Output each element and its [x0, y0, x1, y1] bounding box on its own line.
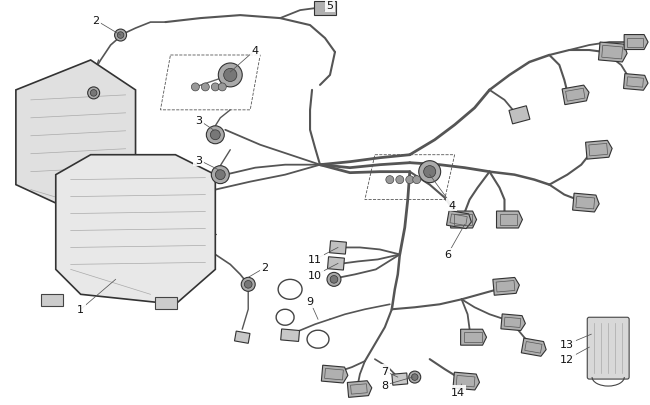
Circle shape	[211, 166, 229, 184]
Text: 5: 5	[326, 1, 333, 11]
Circle shape	[424, 166, 436, 178]
Polygon shape	[16, 61, 136, 215]
Polygon shape	[623, 75, 648, 91]
Polygon shape	[509, 107, 530, 125]
Bar	[155, 298, 177, 309]
Text: 4: 4	[252, 46, 259, 56]
Text: 13: 13	[560, 339, 575, 349]
Circle shape	[191, 84, 200, 92]
Polygon shape	[521, 338, 546, 356]
Text: 9: 9	[307, 296, 313, 307]
Text: 3: 3	[195, 115, 202, 126]
Circle shape	[211, 84, 219, 92]
Circle shape	[244, 281, 252, 288]
Polygon shape	[314, 2, 336, 16]
Circle shape	[117, 33, 124, 39]
Circle shape	[419, 161, 441, 183]
Circle shape	[396, 176, 404, 184]
Text: 11: 11	[308, 255, 322, 265]
Polygon shape	[56, 156, 215, 305]
Circle shape	[218, 84, 226, 92]
Polygon shape	[586, 141, 612, 160]
Text: 12: 12	[560, 354, 575, 364]
Polygon shape	[447, 211, 471, 229]
Text: 3: 3	[195, 155, 202, 165]
Polygon shape	[235, 331, 250, 343]
Circle shape	[327, 273, 341, 287]
Polygon shape	[497, 211, 523, 228]
Circle shape	[202, 84, 209, 92]
Polygon shape	[501, 314, 525, 331]
Text: 1: 1	[77, 305, 84, 315]
Circle shape	[406, 176, 414, 184]
Circle shape	[88, 88, 99, 100]
Polygon shape	[461, 329, 487, 345]
Text: 2: 2	[92, 16, 99, 26]
Circle shape	[206, 126, 224, 145]
Text: 8: 8	[382, 380, 389, 390]
Polygon shape	[453, 372, 480, 390]
Text: 7: 7	[382, 366, 389, 376]
Polygon shape	[321, 365, 348, 383]
Polygon shape	[347, 381, 372, 397]
Circle shape	[411, 374, 418, 380]
Polygon shape	[450, 211, 476, 228]
Polygon shape	[624, 36, 648, 50]
Circle shape	[330, 276, 338, 283]
Polygon shape	[562, 86, 589, 105]
Polygon shape	[599, 43, 627, 63]
Circle shape	[413, 176, 421, 184]
Polygon shape	[392, 373, 408, 385]
Polygon shape	[573, 194, 599, 213]
Circle shape	[211, 130, 220, 141]
Polygon shape	[328, 257, 345, 271]
Circle shape	[241, 278, 255, 292]
Circle shape	[215, 170, 226, 180]
Circle shape	[114, 30, 127, 42]
Circle shape	[90, 90, 97, 97]
Text: 10: 10	[308, 271, 322, 281]
Circle shape	[224, 69, 237, 82]
Polygon shape	[281, 329, 300, 341]
Circle shape	[218, 64, 242, 88]
Text: 4: 4	[448, 200, 455, 210]
Polygon shape	[493, 278, 519, 296]
FancyBboxPatch shape	[587, 318, 629, 379]
Circle shape	[409, 371, 421, 383]
Polygon shape	[330, 241, 346, 254]
Circle shape	[386, 176, 394, 184]
Bar	[41, 294, 63, 307]
Text: 6: 6	[444, 250, 451, 260]
Text: 14: 14	[450, 387, 465, 397]
Text: 2: 2	[261, 263, 268, 273]
